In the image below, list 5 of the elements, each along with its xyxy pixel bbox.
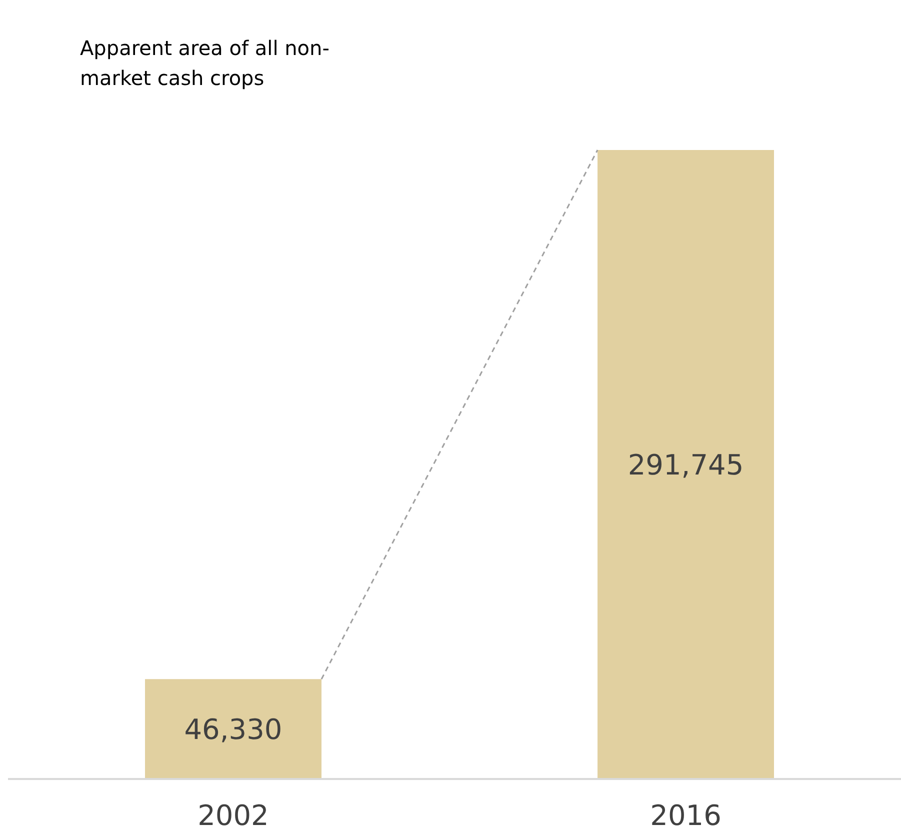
chart-title: Apparent area of all non-market cash crops xyxy=(80,36,330,90)
data-label: 46,330 xyxy=(184,712,282,746)
x-tick-label: 2002 xyxy=(198,799,269,828)
x-tick-label: 2016 xyxy=(650,799,722,828)
data-label: 291,745 xyxy=(628,448,744,482)
